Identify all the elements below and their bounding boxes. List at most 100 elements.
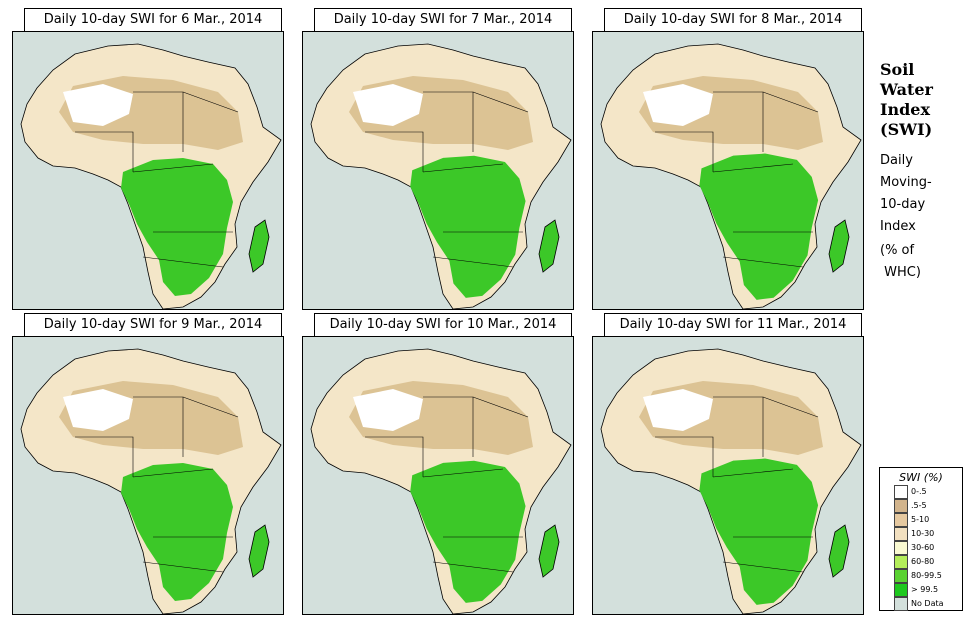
legend-item: > 99.5 <box>880 583 962 597</box>
sidebar-desc-line: Daily <box>880 153 913 168</box>
country-border <box>712 163 794 173</box>
legend-item: 0-.5 <box>880 485 962 499</box>
sidebar-title-line: Water <box>880 80 933 99</box>
legend-item: 60-80 <box>880 555 962 569</box>
legend-swatch <box>894 597 908 611</box>
africa-swi-map <box>12 336 284 615</box>
legend-label: .5-5 <box>911 501 927 510</box>
madagascar <box>538 524 560 578</box>
sidebar-desc-line: 10-day <box>880 197 926 212</box>
country-border <box>722 561 804 573</box>
sidebar-title-line: (SWI) <box>880 120 933 139</box>
madagascar <box>538 219 560 273</box>
country-border <box>432 561 514 573</box>
sidebar-unit: (% of WHC) <box>880 240 921 284</box>
legend-swatch <box>894 555 908 569</box>
africa-swi-map <box>592 31 864 310</box>
country-border <box>422 468 504 478</box>
country-border <box>422 163 504 173</box>
sahara-region <box>643 389 713 431</box>
country-border <box>142 256 224 268</box>
map-graphic <box>20 348 282 614</box>
country-border <box>75 131 134 172</box>
country-border <box>655 436 714 477</box>
sidebar-title-line: Soil <box>880 60 915 79</box>
legend-label: 60-80 <box>911 557 935 566</box>
sidebar-title-line: Index <box>880 100 931 119</box>
legend-label: 80-99.5 <box>911 571 942 580</box>
legend-title: SWI (%) <box>899 471 943 484</box>
country-border <box>722 256 804 268</box>
legend-label: 0-.5 <box>911 487 927 496</box>
country-border <box>762 396 819 418</box>
country-border <box>132 468 214 478</box>
swi-legend: SWI (%) 0-.5 .5-5 5-10 10-30 30-60 60-80 80-99… <box>879 467 963 611</box>
wet-region <box>410 155 526 298</box>
legend-label: No Data <box>911 599 944 608</box>
legend-item: 30-60 <box>880 541 962 555</box>
africa-swi-map <box>592 336 864 615</box>
sidebar-unit-line: WHC) <box>880 265 921 280</box>
map-graphic <box>310 43 572 309</box>
legend-item: .5-5 <box>880 499 962 513</box>
wet-region <box>410 460 526 603</box>
legend-item: 5-10 <box>880 513 962 527</box>
legend-item: No Data <box>880 597 962 611</box>
sahara-region <box>353 389 423 431</box>
panel-title: Daily 10-day SWI for 6 Mar., 2014 <box>24 8 282 32</box>
panel-title: Daily 10-day SWI for 8 Mar., 2014 <box>604 8 862 32</box>
legend-item: 80-99.5 <box>880 569 962 583</box>
country-border <box>712 468 794 478</box>
country-border <box>75 436 134 477</box>
country-border <box>182 396 239 418</box>
country-border <box>432 256 514 268</box>
country-border <box>365 436 424 477</box>
sidebar-title: Soil Water Index (SWI) <box>880 60 933 140</box>
country-border <box>132 163 214 173</box>
map-graphic <box>600 43 862 309</box>
map-graphic <box>310 348 572 614</box>
legend-label: 30-60 <box>911 543 935 552</box>
madagascar <box>248 524 270 578</box>
panel-title: Daily 10-day SWI for 9 Mar., 2014 <box>24 313 282 337</box>
legend-swatch <box>894 583 908 597</box>
country-border <box>365 131 424 172</box>
africa-swi-map <box>302 336 574 615</box>
sahara-region <box>63 84 133 126</box>
madagascar <box>248 219 270 273</box>
legend-swatch <box>894 541 908 555</box>
country-border <box>142 561 224 573</box>
wet-region <box>699 458 819 605</box>
legend-swatch <box>894 527 908 541</box>
sahara-region <box>63 389 133 431</box>
country-border <box>762 91 819 113</box>
africa-swi-map <box>302 31 574 310</box>
panel-title: Daily 10-day SWI for 7 Mar., 2014 <box>314 8 572 32</box>
madagascar <box>828 219 850 273</box>
map-graphic <box>20 43 282 309</box>
legend-item: 10-30 <box>880 527 962 541</box>
country-border <box>472 396 529 418</box>
country-border <box>182 91 239 113</box>
africa-swi-map <box>12 31 284 310</box>
wet-region <box>121 158 233 296</box>
legend-label: > 99.5 <box>911 585 939 594</box>
sidebar-unit-line: (% of <box>880 243 915 258</box>
map-graphic <box>600 348 862 614</box>
country-border <box>472 91 529 113</box>
legend-swatch <box>894 569 908 583</box>
panel-title: Daily 10-day SWI for 11 Mar., 2014 <box>604 313 862 337</box>
sidebar-desc-line: Moving- <box>880 175 932 190</box>
wet-region <box>699 153 819 300</box>
madagascar <box>828 524 850 578</box>
sidebar-desc-line: Index <box>880 219 916 234</box>
sahara-region <box>353 84 423 126</box>
sahara-region <box>643 84 713 126</box>
country-border <box>655 131 714 172</box>
wet-region <box>121 463 233 601</box>
legend-label: 5-10 <box>911 515 930 524</box>
sidebar-description: Daily Moving- 10-day Index <box>880 150 932 238</box>
panel-title: Daily 10-day SWI for 10 Mar., 2014 <box>314 313 572 337</box>
legend-label: 10-30 <box>911 529 935 538</box>
legend-swatch <box>894 485 908 499</box>
